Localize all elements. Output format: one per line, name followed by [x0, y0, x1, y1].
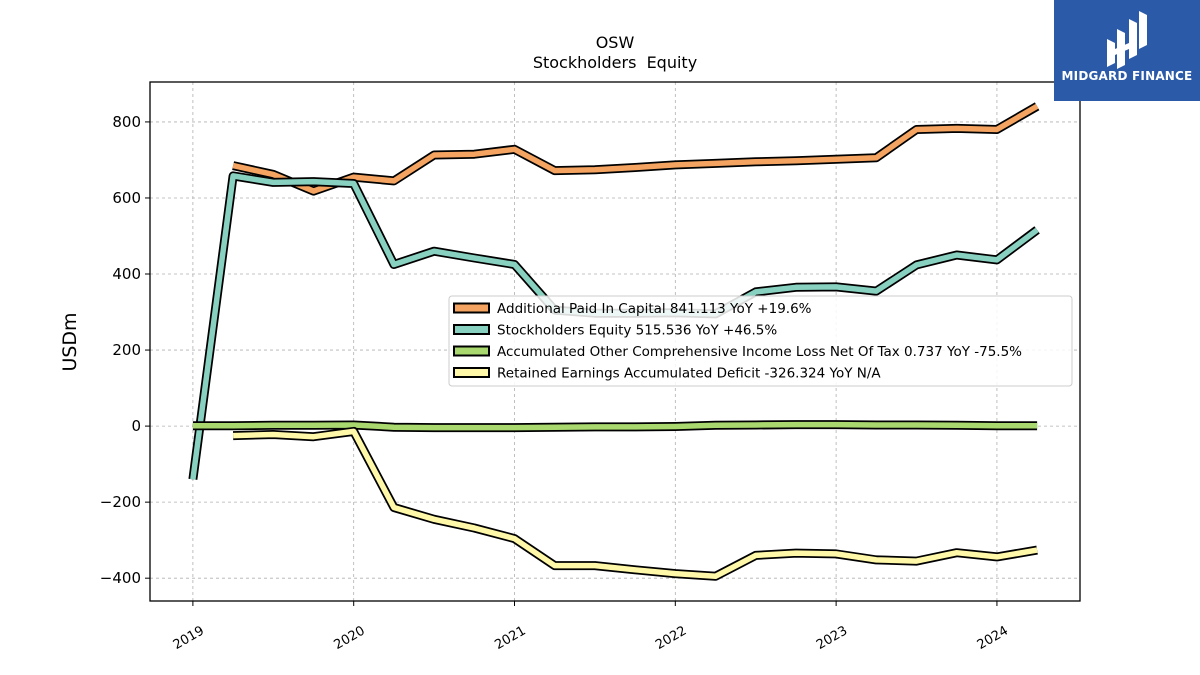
legend-box — [448, 295, 1073, 387]
legend-swatch — [453, 324, 490, 335]
midgard-logo-icon — [1107, 11, 1147, 69]
x-tick-label: 2021 — [492, 623, 528, 653]
logo-wordmark: MIDGARD FINANCE — [1061, 69, 1193, 83]
series-3 — [232, 426, 1038, 581]
y-tick-label: 800 — [112, 113, 141, 131]
x-tick-label: 2022 — [653, 623, 689, 653]
y-tick-label: 200 — [112, 341, 141, 359]
x-tick-label: 2024 — [975, 623, 1011, 653]
series-line — [192, 421, 1038, 431]
series-2 — [192, 420, 1038, 433]
midgard-finance-logo: MIDGARD FINANCE — [1054, 0, 1200, 101]
legend-swatch — [453, 302, 490, 314]
plot-frame — [149, 81, 1081, 602]
y-tick-label: −200 — [100, 493, 141, 511]
legend-swatch — [453, 367, 490, 378]
x-tick-label: 2020 — [332, 623, 368, 653]
y-tick-label: 600 — [112, 189, 141, 207]
legend-label: Retained Earnings Accumulated Deficit -3… — [497, 366, 881, 382]
legend: Additional Paid In Capital 841.113 YoY +… — [448, 295, 1073, 387]
series-line — [233, 428, 1038, 580]
series-line — [232, 103, 1039, 194]
y-tick-label: 400 — [112, 265, 141, 283]
y-axis-label: USDm — [59, 312, 81, 371]
x-tick-label: 2023 — [814, 623, 850, 653]
x-tick-label: 2019 — [171, 623, 207, 653]
legend-label: Accumulated Other Comprehensive Income L… — [497, 344, 1022, 360]
y-tick-label: −400 — [100, 569, 141, 587]
series-0 — [232, 102, 1040, 196]
chart-subtitle: Stockholders Equity — [533, 53, 697, 72]
legend-label: Additional Paid In Capital 841.113 YoY +… — [497, 301, 812, 317]
legend-label: Stockholders Equity 515.536 YoY +46.5% — [497, 323, 777, 339]
legend-swatch — [453, 345, 490, 357]
chart-title: OSW — [596, 33, 635, 52]
y-tick-label: 0 — [131, 417, 141, 435]
